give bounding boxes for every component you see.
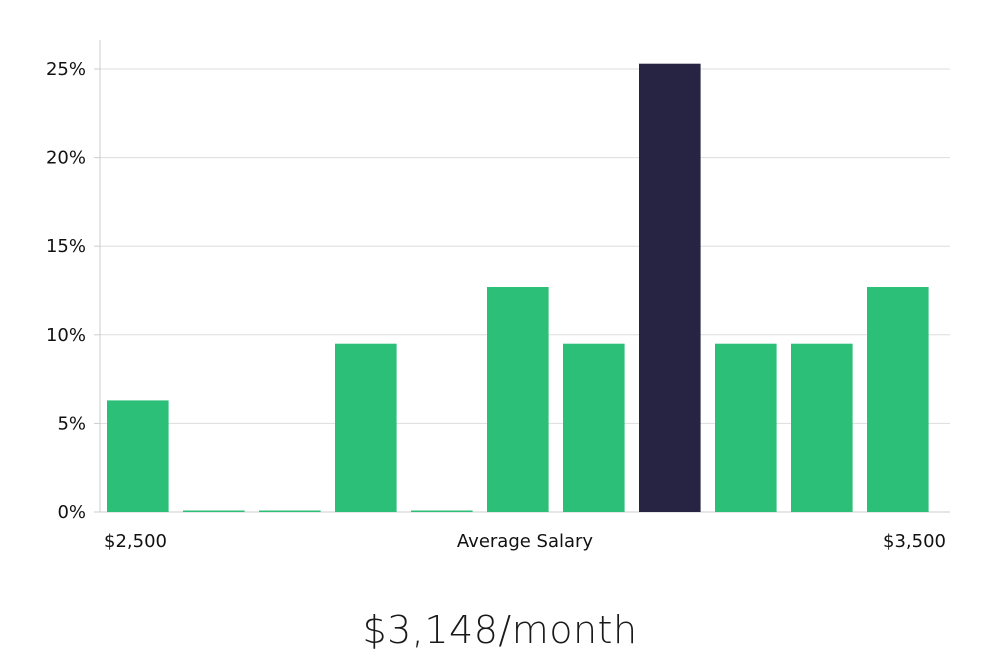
bar-highlighted <box>639 63 701 512</box>
bar <box>183 510 245 512</box>
bar <box>867 287 929 512</box>
bar <box>335 343 397 512</box>
y-axis-ticks: 0% 5% 10% 15% 20% 25% <box>46 59 100 523</box>
bar <box>259 510 321 512</box>
y-tick-label: 0% <box>57 502 86 523</box>
y-tick-label: 15% <box>46 236 86 257</box>
y-tick-label: 25% <box>46 59 86 80</box>
y-tick-label: 10% <box>46 325 86 346</box>
x-axis-label: Average Salary <box>457 531 594 552</box>
average-salary-value: $3,148/month <box>362 608 638 652</box>
bar <box>791 343 853 512</box>
y-tick-label: 20% <box>46 148 86 169</box>
bar <box>487 287 549 512</box>
salary-distribution-chart: 0% 5% 10% 15% 20% 25% $2,500 Average Salary $… <box>46 40 950 552</box>
x-max-label: $3,500 <box>883 531 946 552</box>
bars <box>107 63 929 512</box>
bar <box>411 510 473 512</box>
bar <box>715 343 777 512</box>
bar <box>563 343 625 512</box>
x-min-label: $2,500 <box>104 531 167 552</box>
bar <box>107 400 169 512</box>
y-tick-label: 5% <box>57 413 86 434</box>
